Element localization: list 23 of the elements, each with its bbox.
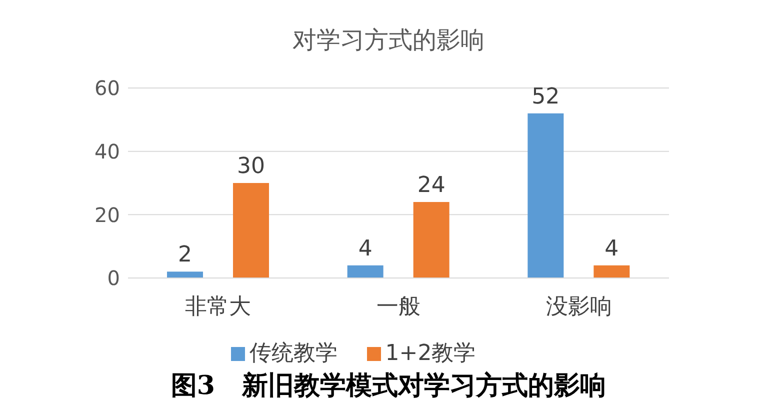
data-label: 4	[604, 236, 619, 262]
data-label: 4	[358, 236, 372, 262]
bar	[347, 265, 384, 278]
y-tick-label: 40	[94, 139, 120, 164]
bar	[413, 202, 450, 278]
data-label: 2	[178, 242, 192, 268]
y-tick-label: 60	[94, 76, 120, 100]
legend-label: 1+2教学	[385, 341, 476, 366]
data-label: 24	[417, 173, 446, 198]
chart-title: 对学习方式的影响	[292, 25, 486, 56]
x-tick-label: 非常大	[185, 294, 252, 320]
data-label: 52	[532, 84, 560, 110]
data-label: 30	[237, 154, 265, 179]
bar	[167, 272, 203, 278]
bar	[594, 265, 630, 278]
legend-label: 传统教学	[249, 341, 338, 366]
bar	[528, 113, 564, 278]
x-tick-label: 没影响	[546, 294, 612, 320]
y-tick-label: 20	[94, 202, 120, 227]
caption: 图3 新旧教学模式对学习方式的影响	[170, 370, 608, 403]
y-tick-label: 0	[107, 266, 120, 290]
x-tick-label: 一般	[376, 294, 420, 320]
bar	[233, 183, 269, 278]
